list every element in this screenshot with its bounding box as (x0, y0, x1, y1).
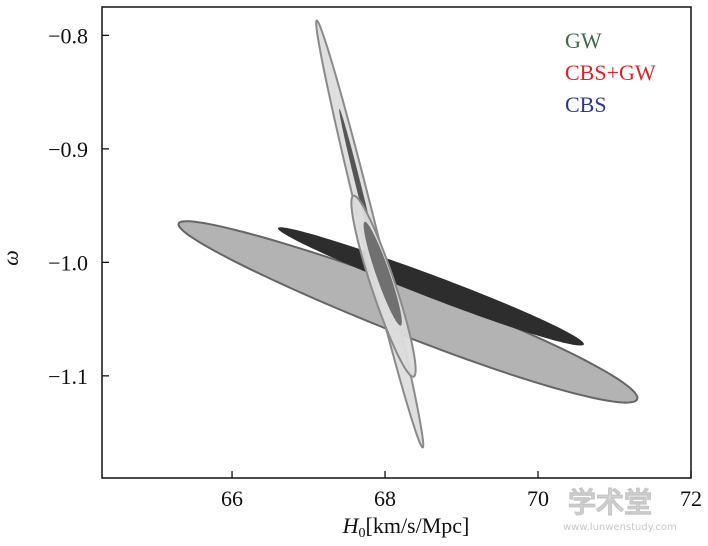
contour-cbs-inner (277, 227, 584, 346)
watermark-text: 学术堂 (568, 486, 652, 519)
confidence-contours (177, 19, 639, 449)
legend: GW CBS+GW CBS (565, 28, 656, 117)
legend-entry: GW (565, 28, 602, 53)
x-tick-label: 66 (221, 486, 243, 511)
x-tick-label: 68 (374, 486, 396, 511)
x-tick-label: 72 (680, 486, 702, 511)
y-tick-label: −0.8 (48, 23, 88, 48)
contour-cbs-gw-inner (363, 221, 402, 326)
x-axis-title: H0[km/s/Mpc] (342, 513, 470, 541)
watermark-url: www.lunwenstudy.com (563, 522, 677, 533)
legend-entry: CBS (565, 92, 607, 117)
legend-entry: CBS+GW (565, 60, 656, 85)
y-axis-ticks: −0.8 −0.9 −1.0 −1.1 (48, 23, 109, 389)
y-tick-label: −1.0 (48, 250, 88, 275)
x-tick-label: 70 (527, 486, 549, 511)
y-axis-title: ω (0, 250, 23, 266)
watermark: 学术堂 www.lunwenstudy.com (563, 486, 677, 533)
plot-frame (101, 6, 692, 479)
y-tick-label: −1.1 (48, 364, 88, 389)
x-axis-ticks: 66 68 70 72 (221, 471, 702, 511)
y-tick-label: −0.9 (48, 137, 88, 162)
